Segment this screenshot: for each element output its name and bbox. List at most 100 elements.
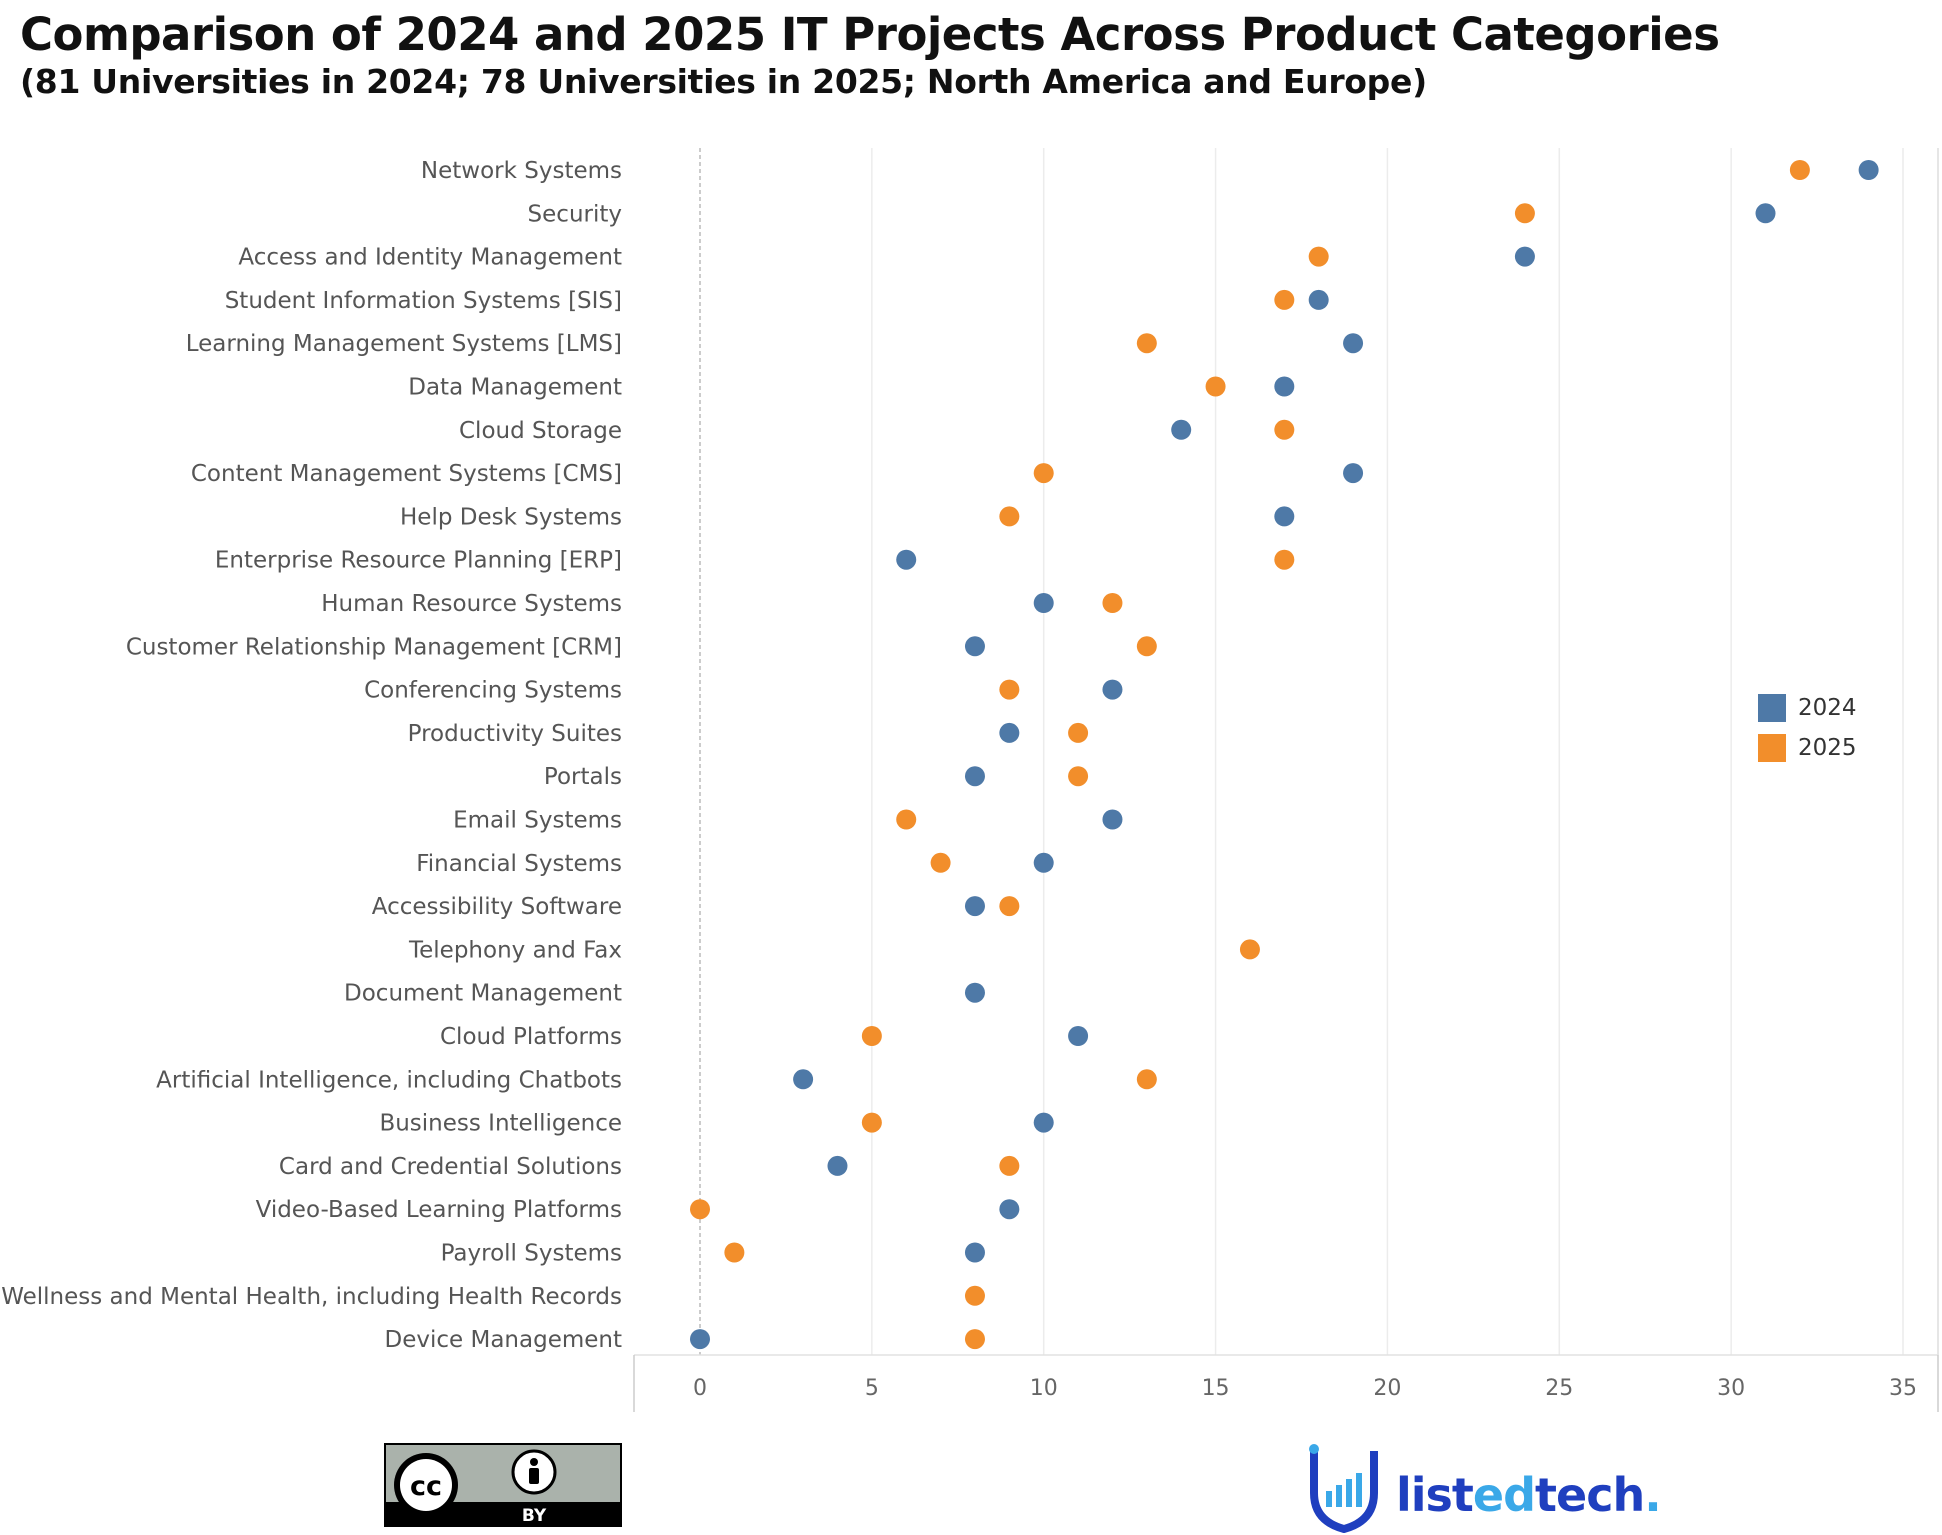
point-2025 — [1789, 160, 1810, 180]
x-tick-label-25: 25 — [1545, 1376, 1573, 1401]
point-2024 — [793, 1069, 814, 1090]
chart-title: Comparison of 2024 and 2025 IT Projects … — [20, 8, 1720, 61]
legend-item-2025[interactable]: 2025 — [1758, 728, 1857, 768]
category-label: Cloud Platforms — [440, 1024, 622, 1050]
category-label: Productivity Suites — [408, 721, 622, 747]
point-2025 — [1274, 289, 1295, 310]
point-2024 — [690, 1329, 710, 1350]
legend: 2024 2025 — [1758, 688, 1857, 768]
point-2025 — [1514, 203, 1535, 224]
shield-icon — [1309, 1444, 1378, 1533]
point-2025 — [1136, 1069, 1157, 1090]
point-2024 — [1102, 679, 1123, 700]
point-2024 — [999, 722, 1020, 743]
point-2024 — [827, 1155, 848, 1176]
point-2024 — [896, 549, 917, 570]
category-label: Email Systems — [453, 808, 622, 834]
category-label: Business Intelligence — [379, 1111, 622, 1137]
point-2025 — [896, 809, 917, 830]
point-2025 — [1136, 636, 1157, 657]
category-label: Student Information Systems [SIS] — [225, 288, 622, 314]
point-2025 — [690, 1199, 710, 1220]
legend-label-2024: 2024 — [1798, 695, 1857, 721]
x-tick-label-30: 30 — [1717, 1376, 1745, 1401]
category-label: Security — [528, 201, 622, 227]
category-label: Financial Systems — [416, 851, 622, 877]
x-tick-label-0: 0 — [693, 1376, 707, 1401]
category-label: Video-Based Learning Platforms — [256, 1197, 622, 1223]
point-2025 — [999, 896, 1020, 917]
point-2024 — [1858, 160, 1879, 180]
category-label: Enterprise Resource Planning [ERP] — [215, 548, 622, 574]
category-label: Accessibility Software — [372, 894, 622, 920]
svg-text:listedtech.: listedtech. — [1396, 1468, 1661, 1522]
point-2024 — [1514, 246, 1535, 267]
legend-label-2025: 2025 — [1798, 735, 1857, 761]
point-2024 — [964, 1242, 985, 1263]
legend-swatch-2025 — [1758, 734, 1786, 762]
brand-ed: ed — [1473, 1468, 1535, 1522]
category-label: Payroll Systems — [441, 1241, 622, 1267]
brand-list: list — [1396, 1468, 1473, 1522]
point-2025 — [1274, 419, 1295, 440]
x-tick-label-15: 15 — [1202, 1376, 1230, 1401]
point-2024 — [1033, 593, 1054, 613]
point-2024 — [1068, 1026, 1089, 1046]
category-label: Network Systems — [421, 158, 622, 184]
category-label: Card and Credential Solutions — [279, 1154, 622, 1180]
point-2024 — [1274, 376, 1295, 397]
point-2024 — [1033, 1112, 1054, 1133]
category-label: Access and Identity Management — [238, 245, 622, 271]
point-2025 — [1136, 333, 1157, 354]
chart-subtitle: (81 Universities in 2024; 78 Universitie… — [20, 62, 1427, 101]
point-2025 — [1308, 246, 1329, 267]
point-2024 — [1755, 203, 1776, 224]
data-points — [690, 160, 1879, 1350]
point-2024 — [999, 1199, 1020, 1220]
legend-swatch-2024 — [1758, 694, 1786, 722]
category-labels: Network Systems Security Access and Identi… — [1, 158, 622, 1353]
point-2024 — [1343, 333, 1364, 354]
category-label: Device Management — [385, 1327, 622, 1353]
point-2025 — [724, 1242, 745, 1263]
x-tick-label-5: 5 — [865, 1376, 879, 1401]
point-2025 — [861, 1112, 882, 1133]
brand-tech: tech — [1535, 1468, 1644, 1522]
point-2025 — [1068, 766, 1089, 787]
point-2025 — [964, 1329, 985, 1350]
point-2025 — [999, 1155, 1020, 1176]
point-2024 — [1102, 809, 1123, 830]
point-2025 — [1033, 463, 1054, 484]
grid-lines — [699, 148, 1939, 1355]
listedtech-logo: listedtech. — [1309, 1444, 1662, 1533]
point-2024 — [964, 766, 985, 787]
point-2024 — [1274, 506, 1295, 527]
category-label: Artificial Intelligence, including Chatb… — [156, 1067, 622, 1093]
point-2025 — [1102, 593, 1123, 613]
creative-commons-by-badge: cc BY — [384, 1443, 622, 1527]
point-2024 — [964, 982, 985, 1003]
category-label: Content Management Systems [CMS] — [191, 461, 622, 487]
category-label: Cloud Storage — [459, 418, 622, 444]
category-label: Help Desk Systems — [400, 504, 622, 530]
point-2025 — [964, 1285, 985, 1306]
point-2025 — [999, 679, 1020, 700]
point-2025 — [1068, 722, 1089, 743]
cc-icon: cc — [410, 1471, 442, 1502]
x-tick-label-10: 10 — [1030, 1376, 1058, 1401]
point-2025 — [999, 506, 1020, 527]
point-2025 — [861, 1026, 882, 1046]
point-2024 — [1308, 289, 1329, 310]
point-2024 — [1033, 852, 1054, 873]
x-tick-label-35: 35 — [1889, 1376, 1917, 1401]
category-label: Conferencing Systems — [364, 678, 622, 704]
point-2025 — [1274, 549, 1295, 570]
category-label: Telephony and Fax — [408, 937, 622, 963]
x-tick-label-20: 20 — [1373, 1376, 1401, 1401]
legend-item-2024[interactable]: 2024 — [1758, 688, 1857, 728]
category-label: Portals — [544, 764, 622, 790]
point-2025 — [930, 852, 951, 873]
point-2025 — [1205, 376, 1226, 397]
by-label: BY — [522, 1506, 547, 1526]
point-2025 — [1239, 939, 1260, 960]
